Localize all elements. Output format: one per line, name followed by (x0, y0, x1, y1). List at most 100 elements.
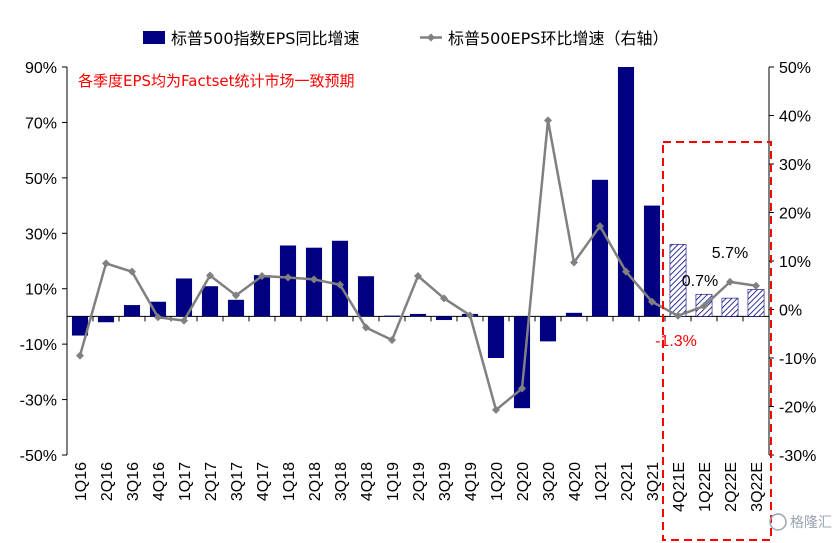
bar (617, 67, 635, 317)
axes: -50% -30% -10% 10% 30% 50% 70% 90% -30% -20% -10% 0… (20, 60, 817, 465)
x-tick-label: 4Q20 (567, 462, 584, 501)
left-tick-label: 10% (25, 282, 57, 299)
right-tick-label: 40% (779, 109, 811, 126)
x-tick-label: 1Q22E (697, 462, 714, 512)
bar-estimate (747, 289, 765, 317)
x-tick-label: 3Q18 (333, 462, 350, 501)
left-tick-label: 50% (25, 171, 57, 188)
x-tick-label: 3Q22E (749, 462, 766, 512)
right-tick-label: -30% (779, 448, 816, 465)
line-point (466, 311, 474, 320)
x-tick-label: 3Q16 (125, 462, 142, 501)
left-tick-label: 90% (25, 60, 57, 77)
bar (175, 278, 193, 317)
line-point (284, 273, 292, 282)
bar (591, 179, 609, 317)
bar (487, 316, 505, 358)
left-tick-label: -50% (20, 448, 57, 465)
right-tick-label: -20% (779, 400, 816, 417)
x-tick-label: 1Q19 (385, 462, 402, 501)
x-tick-label: 2Q16 (99, 462, 116, 501)
x-tick-label: 3Q20 (541, 462, 558, 501)
x-tick-label: 2Q19 (411, 462, 428, 501)
left-tick-label: 70% (25, 115, 57, 132)
line-point (154, 313, 162, 322)
x-tick-label: 1Q21 (593, 462, 610, 501)
bar (643, 205, 661, 317)
left-tick-label: -30% (20, 393, 57, 410)
line-series (76, 116, 760, 414)
line-point (206, 271, 214, 280)
x-tick-label: 3Q21 (645, 462, 662, 501)
x-tick-label: 1Q20 (489, 462, 506, 501)
line-point (492, 405, 500, 414)
legend: 标普500指数EPS同比增速 标普500EPS环比增速（右轴） (143, 29, 668, 48)
x-tick-label: 3Q19 (437, 462, 454, 501)
left-tick-label: 30% (25, 226, 57, 243)
bar (227, 299, 245, 317)
bar (97, 316, 115, 323)
bar (357, 276, 375, 317)
x-tick-label: 4Q18 (359, 462, 376, 501)
line-point (180, 316, 188, 325)
x-tick-label: 4Q16 (151, 462, 168, 501)
bar (435, 316, 453, 321)
legend-bar-swatch (143, 31, 165, 44)
x-tick-label: 2Q20 (515, 462, 532, 501)
line-point (648, 297, 656, 306)
line-point (440, 294, 448, 303)
legend-line-marker (427, 33, 435, 42)
point-value-label: 5.7% (712, 245, 748, 262)
bar (409, 313, 427, 317)
point-value-label: -1.3% (655, 333, 697, 350)
right-tick-label: 30% (779, 157, 811, 174)
right-tick-label: 20% (779, 206, 811, 223)
x-tick-label: 4Q19 (463, 462, 480, 501)
bar (565, 312, 583, 317)
bar (331, 240, 349, 317)
x-tick-label: 2Q18 (307, 462, 324, 501)
right-tick-label: 0% (779, 303, 802, 320)
line-point (752, 281, 760, 290)
line-point (570, 258, 578, 267)
line-point (76, 351, 84, 360)
line-point (518, 384, 526, 393)
bar-estimate (721, 297, 739, 317)
right-tick-label: 10% (779, 254, 811, 271)
line-point (674, 311, 682, 320)
line-point (336, 280, 344, 289)
x-tick-label: 1Q18 (281, 462, 298, 501)
x-tick-label: 1Q17 (177, 462, 194, 501)
line-point (362, 323, 370, 332)
line-point (232, 291, 240, 300)
x-tick-label: 1Q16 (73, 462, 90, 501)
x-tick-label: 4Q17 (255, 462, 272, 501)
x-axis-labels: 1Q16 2Q16 3Q16 4Q16 1Q17 2Q17 3Q17 4Q17 1Q18 2Q18… (73, 462, 766, 512)
line-point (622, 267, 630, 276)
watermark-text: 格隆汇 (790, 515, 832, 531)
line-point (700, 302, 708, 311)
bar (71, 316, 89, 336)
estimate-highlight-box (662, 141, 772, 541)
x-tick-label: 3Q17 (229, 462, 246, 501)
line-point (128, 267, 136, 276)
line-point (102, 259, 110, 268)
legend-bar-label: 标普500指数EPS同比增速 (171, 29, 359, 48)
watermark: 格隆汇 (769, 513, 832, 531)
line-point (596, 222, 604, 231)
line-point (310, 275, 318, 284)
x-tick-label: 2Q22E (723, 462, 740, 512)
line-point (726, 277, 734, 286)
right-tick-label: 50% (779, 60, 811, 77)
line-point (388, 336, 396, 345)
bar (149, 301, 167, 317)
bar (539, 316, 557, 342)
watermark-logo-icon (769, 513, 787, 531)
bar (123, 305, 141, 317)
left-tick-label: -10% (20, 337, 57, 354)
consensus-note: 各季度EPS均为Factset统计市场一致预期 (78, 72, 355, 90)
bar (383, 315, 401, 317)
right-tick-label: -10% (779, 351, 816, 368)
